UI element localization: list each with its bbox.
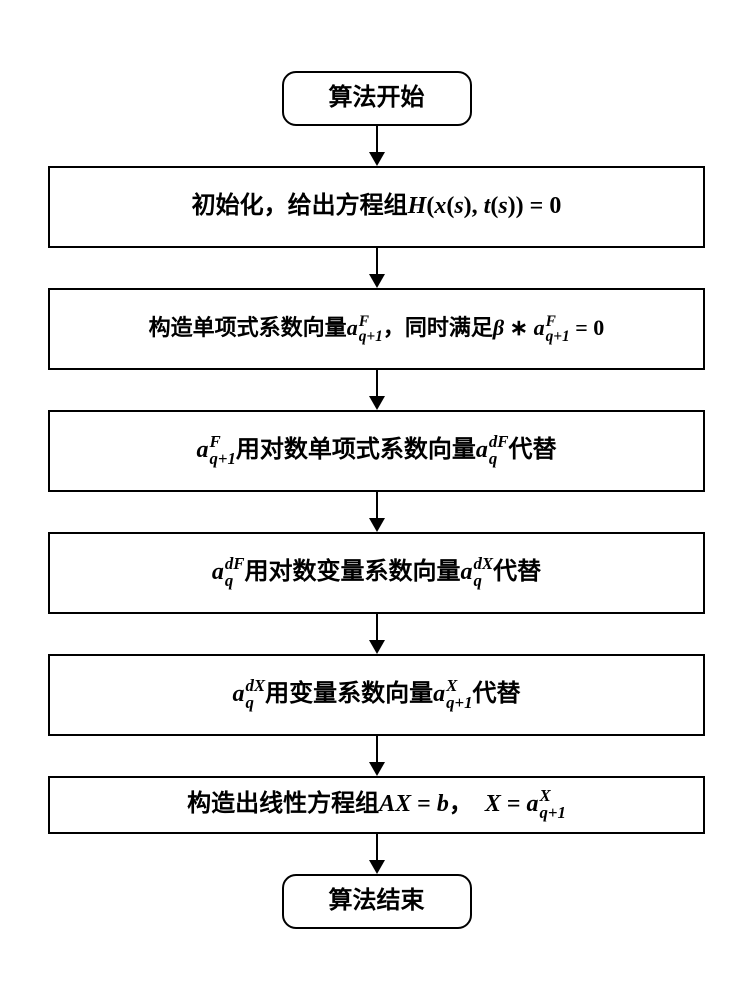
arrow-start-p1-line	[376, 126, 378, 154]
node-p2-label: 构造单项式系数向量aFq+1，同时满足β ∗ aFq+1 = 0	[139, 313, 615, 345]
arrow-p4-p5-line	[376, 614, 378, 642]
node-p3-label: aFq+1用对数单项式系数向量adFq代替	[187, 434, 567, 468]
node-p2: 构造单项式系数向量aFq+1，同时满足β ∗ aFq+1 = 0	[48, 288, 705, 370]
node-p4-label: adFq用对数变量系数向量adXq代替	[202, 556, 551, 590]
node-end: 算法结束	[282, 874, 472, 929]
arrow-p2-p3-line	[376, 370, 378, 398]
arrow-p5-p6-head	[369, 762, 385, 776]
arrow-start-p1-head	[369, 152, 385, 166]
arrow-p5-p6-line	[376, 736, 378, 764]
arrow-p6-end-line	[376, 834, 378, 862]
node-p1: 初始化，给出方程组H(x(s), t(s)) = 0	[48, 166, 705, 248]
node-p6-label: 构造出线性方程组AX = b， X = aXq+1	[177, 788, 576, 822]
arrow-p3-p4-head	[369, 518, 385, 532]
arrow-p1-p2-head	[369, 274, 385, 288]
node-p6: 构造出线性方程组AX = b， X = aXq+1	[48, 776, 705, 834]
node-end-label: 算法结束	[319, 885, 435, 919]
arrow-p4-p5-head	[369, 640, 385, 654]
arrow-p1-p2-line	[376, 248, 378, 276]
node-p1-label: 初始化，给出方程组H(x(s), t(s)) = 0	[182, 190, 572, 224]
arrow-p2-p3-head	[369, 396, 385, 410]
arrow-p6-end-head	[369, 860, 385, 874]
arrow-p3-p4-line	[376, 492, 378, 520]
node-p5: adXq用变量系数向量aXq+1代替	[48, 654, 705, 736]
node-p5-label: adXq用变量系数向量aXq+1代替	[223, 678, 531, 712]
node-start: 算法开始	[282, 71, 472, 126]
node-p3: aFq+1用对数单项式系数向量adFq代替	[48, 410, 705, 492]
node-start-label: 算法开始	[319, 82, 435, 116]
node-p4: adFq用对数变量系数向量adXq代替	[48, 532, 705, 614]
flowchart-container: 算法开始初始化，给出方程组H(x(s), t(s)) = 0 构造单项式系数向量a…	[0, 0, 753, 1000]
